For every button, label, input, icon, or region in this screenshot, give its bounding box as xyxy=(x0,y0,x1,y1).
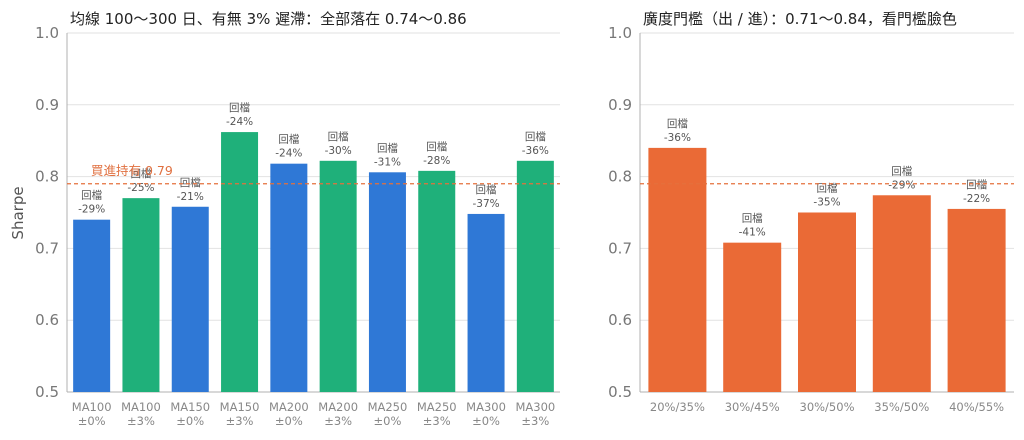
x-tick-label: 30%/50% xyxy=(800,400,855,414)
x-tick-label: ±3% xyxy=(226,414,254,428)
x-tick-label: MA300 xyxy=(515,400,555,414)
bar-annotation-label: 回檔 xyxy=(667,117,688,130)
bar xyxy=(947,208,1006,392)
bar xyxy=(221,132,259,393)
y-tick-label: 0.6 xyxy=(35,311,59,329)
bar-drawdown-label: -24% xyxy=(275,148,302,160)
x-tick-label: MA300 xyxy=(466,400,506,414)
left-chart-panel: 均線 100～300 日、有無 3% 遲滯：全部落在 0.74～0.86 Sha… xyxy=(9,10,560,428)
right-chart-title: 廣度門檻（出 / 進）：0.71～0.84，看門檻臉色 xyxy=(643,10,957,28)
bar-annotation-label: 回檔 xyxy=(229,101,250,114)
x-tick-label: 20%/35% xyxy=(650,400,705,414)
bar xyxy=(648,147,707,392)
bar-annotation-label: 回檔 xyxy=(742,212,763,225)
x-tick-label: ±0% xyxy=(374,414,402,428)
bar xyxy=(872,195,931,392)
bar-drawdown-label: -30% xyxy=(325,145,352,157)
left-y-axis-label: Sharpe xyxy=(9,186,27,239)
bar-drawdown-label: -41% xyxy=(739,227,766,239)
x-tick-label: MA150 xyxy=(220,400,260,414)
bar-annotation-label: 回檔 xyxy=(817,182,838,195)
bar-annotation-label: 回檔 xyxy=(328,130,349,143)
x-tick-label: 40%/55% xyxy=(949,400,1004,414)
right-y-ticks: 0.5 0.6 0.7 0.8 0.9 1.0 xyxy=(608,24,632,401)
bar xyxy=(798,212,856,392)
bar-annotation-label: 回檔 xyxy=(130,167,151,180)
bar-drawdown-label: -24% xyxy=(226,116,253,128)
bar-drawdown-label: -36% xyxy=(664,132,691,144)
y-tick-label: 1.0 xyxy=(35,24,59,42)
bar xyxy=(73,219,111,392)
x-tick-label: ±0% xyxy=(176,414,204,428)
x-tick-label: MA100 xyxy=(121,400,161,414)
bar-drawdown-label: -36% xyxy=(522,145,549,157)
bar xyxy=(418,170,456,392)
y-tick-label: 0.8 xyxy=(608,168,632,186)
bar-annotation-label: 回檔 xyxy=(426,140,447,153)
bar-drawdown-label: -29% xyxy=(888,179,915,191)
x-tick-label: MA200 xyxy=(318,400,358,414)
x-tick-label: ±3% xyxy=(521,414,549,428)
left-y-ticks: 0.5 0.6 0.7 0.8 0.9 1.0 xyxy=(35,24,59,401)
bar xyxy=(270,163,308,392)
left-bars: 回檔 -29% 回檔 -25% 回檔 -21% 回檔 -24% 回檔 -24% 回檔 -30% 回檔 -3… xyxy=(73,101,554,393)
bar-drawdown-label: -29% xyxy=(78,204,105,216)
y-tick-label: 0.9 xyxy=(35,96,59,114)
y-tick-label: 0.6 xyxy=(608,311,632,329)
reference-line-label: 買進持有 0.79 xyxy=(91,163,173,178)
x-tick-label: MA250 xyxy=(368,400,408,414)
x-tick-label: ±3% xyxy=(423,414,451,428)
bar xyxy=(467,213,505,392)
bar-annotation-label: 回檔 xyxy=(525,130,546,143)
y-tick-label: 0.7 xyxy=(608,239,632,257)
right-chart-panel: 廣度門檻（出 / 進）：0.71～0.84，看門檻臉色 0.5 0.6 0.7 0.8… xyxy=(608,10,1014,414)
x-tick-label: MA100 xyxy=(72,400,112,414)
bar-drawdown-label: -37% xyxy=(472,198,499,210)
y-tick-label: 0.5 xyxy=(35,383,59,401)
right-bars: 回檔-36%回檔-41%回檔-35%回檔-29% 回檔-22% xyxy=(648,117,1006,392)
bar xyxy=(319,160,357,392)
x-tick-label: MA250 xyxy=(417,400,457,414)
x-tick-label: MA200 xyxy=(269,400,309,414)
bar xyxy=(171,206,209,392)
x-tick-label: ±0% xyxy=(275,414,303,428)
y-tick-label: 0.7 xyxy=(35,239,59,257)
y-tick-label: 1.0 xyxy=(608,24,632,42)
bar-drawdown-label: -31% xyxy=(374,156,401,168)
bar xyxy=(368,172,406,392)
x-tick-label: ±3% xyxy=(324,414,352,428)
bar-drawdown-label: -28% xyxy=(423,155,450,167)
bar xyxy=(516,160,554,392)
bar-annotation-label: 回檔 xyxy=(278,133,299,146)
bar-annotation-label: 回檔 xyxy=(891,164,912,177)
bar-drawdown-label: -35% xyxy=(813,197,840,209)
bar-drawdown-label: -25% xyxy=(127,182,154,194)
bar-annotation-label: 回檔 xyxy=(81,189,102,202)
bar-annotation-label: 回檔 xyxy=(180,176,201,189)
x-tick-label: ±0% xyxy=(472,414,500,428)
bar xyxy=(122,198,160,392)
y-tick-label: 0.8 xyxy=(35,168,59,186)
x-tick-label: ±0% xyxy=(78,414,106,428)
bar-annotation-label: 回檔 xyxy=(476,183,497,196)
bar xyxy=(723,242,782,392)
y-tick-label: 0.9 xyxy=(608,96,632,114)
y-tick-label: 0.5 xyxy=(608,383,632,401)
bar-drawdown-label: -22% xyxy=(963,193,990,205)
bar-annotation-label: 回檔 xyxy=(377,141,398,154)
x-tick-label: ±3% xyxy=(127,414,155,428)
x-tick-label: 35%/50% xyxy=(874,400,929,414)
x-tick-label: MA150 xyxy=(170,400,210,414)
left-chart-title: 均線 100～300 日、有無 3% 遲滯：全部落在 0.74～0.86 xyxy=(70,10,467,28)
bar-drawdown-label: -21% xyxy=(177,191,204,203)
x-tick-label: 30%/45% xyxy=(725,400,780,414)
